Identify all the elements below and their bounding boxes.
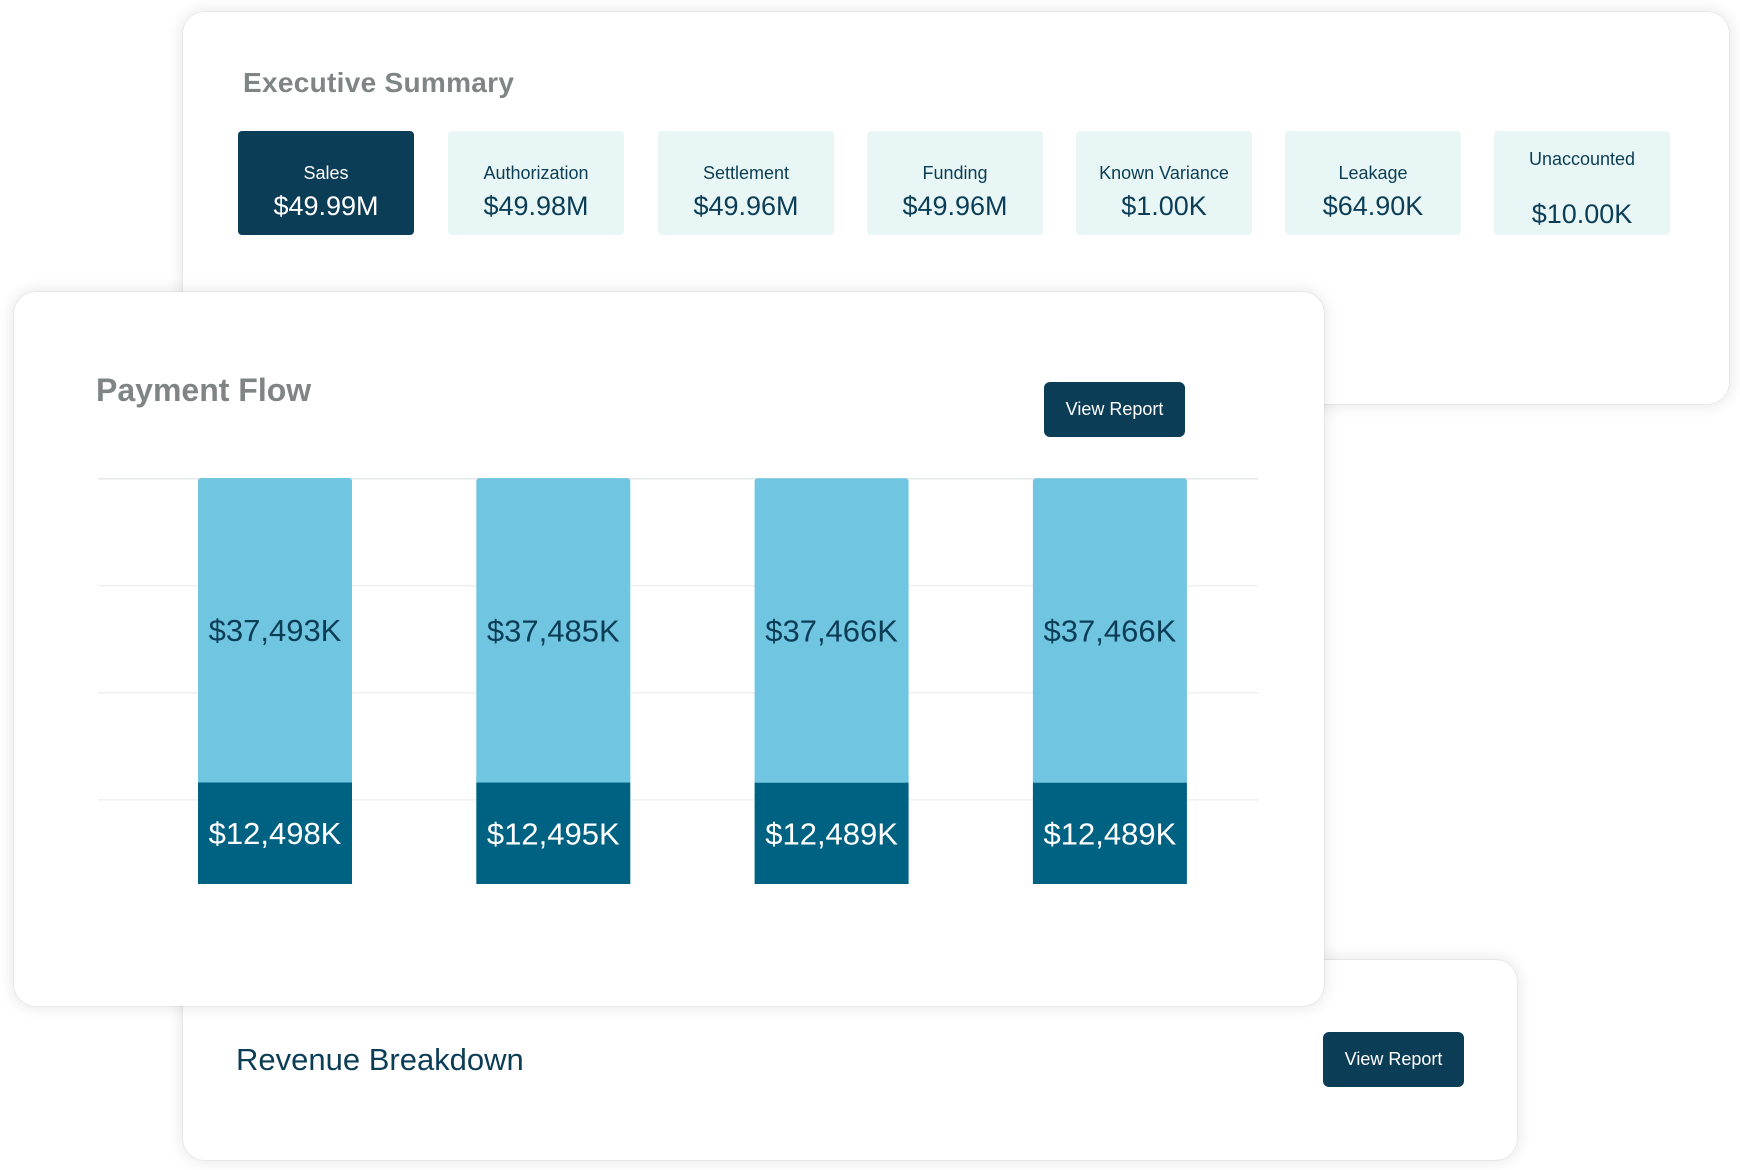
bar-segment-lower — [198, 782, 352, 884]
bar-segment-upper — [1032, 478, 1187, 783]
bar-segment-upper — [198, 478, 352, 783]
bar-label-upper: $37,466K — [765, 613, 898, 648]
summary-tile-label: Unaccounted — [1528, 149, 1636, 169]
bar-label-lower: $12,489K — [765, 816, 898, 851]
summary-tile-label: Leakage — [1338, 163, 1408, 183]
summary-tile-value: $49.96M — [693, 191, 799, 221]
summary-tile-settlement[interactable]: Settlement $49.96M — [658, 131, 834, 235]
payment-flow-card: Payment Flow View Report $12,498K $37,493… — [14, 292, 1324, 1006]
bar-label-lower: $12,495K — [487, 816, 620, 851]
payment-flow-title: Payment Flow — [96, 372, 312, 408]
summary-tile-value: $49.99M — [273, 191, 379, 221]
executive-summary-title: Executive Summary — [243, 67, 515, 98]
revenue-view-report-button[interactable]: View Report — [1323, 1032, 1464, 1087]
bar-label-lower: $12,498K — [209, 816, 342, 851]
summary-tile-unaccounted[interactable]: Unaccounted $10.00K — [1494, 131, 1670, 235]
summary-tile-label: Authorization — [483, 163, 589, 183]
summary-tile-label: Sales — [303, 163, 349, 183]
bar-label-lower: $12,489K — [1044, 816, 1177, 851]
bar-segment-upper-edge — [754, 776, 909, 783]
summary-tile-value: $49.98M — [483, 191, 589, 221]
revenue-breakdown-title: Revenue Breakdown — [236, 1042, 524, 1077]
bar-label-upper: $37,485K — [487, 613, 620, 648]
payment-flow-view-report-button[interactable]: View Report — [1044, 382, 1185, 437]
summary-tile-authorization[interactable]: Authorization $49.98M — [448, 131, 624, 235]
summary-tile-known-variance[interactable]: Known Variance $1.00K — [1076, 131, 1252, 235]
summary-tile-value: $10.00K — [1531, 199, 1633, 229]
bar-label-upper: $37,493K — [209, 613, 342, 648]
bar-segment-lower — [476, 782, 631, 884]
bar-segment-upper — [754, 478, 909, 783]
summary-tile-label: Known Variance — [1099, 163, 1229, 183]
bar-segment-upper-edge — [1032, 776, 1187, 783]
bar-segment-upper — [476, 478, 631, 783]
bar-segment-lower — [754, 782, 909, 884]
payment-flow-chart: $12,498K $37,493K $12,495K $37,485K $12,489K… — [98, 478, 1258, 884]
summary-tile-label: Funding — [922, 163, 988, 183]
bar-segment-lower — [1032, 782, 1187, 884]
summary-tile-leakage[interactable]: Leakage $64.90K — [1285, 131, 1461, 235]
summary-tile-funding[interactable]: Funding $49.96M — [867, 131, 1043, 235]
bar-label-upper: $37,466K — [1044, 613, 1177, 648]
bar-segment-upper-edge — [198, 776, 352, 783]
summary-tile-sales[interactable]: Sales $49.99M — [238, 131, 414, 235]
summary-tile-label: Settlement — [702, 163, 790, 183]
summary-tile-value: $64.90K — [1322, 191, 1424, 221]
summary-tile-value: $49.96M — [902, 191, 1008, 221]
summary-tile-value: $1.00K — [1121, 191, 1207, 221]
bar-segment-upper-edge — [476, 776, 631, 783]
